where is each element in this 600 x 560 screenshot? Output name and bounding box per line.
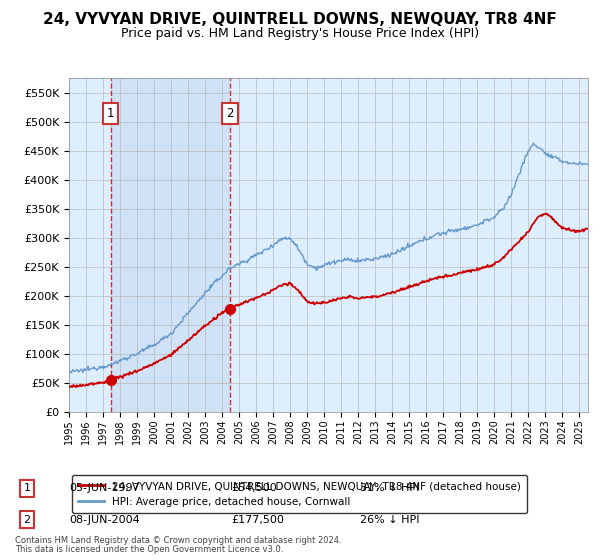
Text: Contains HM Land Registry data © Crown copyright and database right 2024.: Contains HM Land Registry data © Crown c… — [15, 536, 341, 545]
Text: 31% ↓ HPI: 31% ↓ HPI — [360, 483, 419, 493]
Text: 2: 2 — [226, 107, 233, 120]
Text: £54,500: £54,500 — [231, 483, 277, 493]
Bar — [110, 78, 230, 412]
Text: 1: 1 — [23, 483, 31, 493]
Text: 08-JUN-2004: 08-JUN-2004 — [69, 515, 140, 525]
Text: 2: 2 — [23, 515, 31, 525]
Text: 26% ↓ HPI: 26% ↓ HPI — [360, 515, 419, 525]
Text: Price paid vs. HM Land Registry's House Price Index (HPI): Price paid vs. HM Land Registry's House … — [121, 27, 479, 40]
Text: £177,500: £177,500 — [231, 515, 284, 525]
Legend: 24, VYVYAN DRIVE, QUINTRELL DOWNS, NEWQUAY, TR8 4NF (detached house), HPI: Avera: 24, VYVYAN DRIVE, QUINTRELL DOWNS, NEWQU… — [71, 475, 527, 514]
Text: 05-JUN-1997: 05-JUN-1997 — [69, 483, 140, 493]
Text: 24, VYVYAN DRIVE, QUINTRELL DOWNS, NEWQUAY, TR8 4NF: 24, VYVYAN DRIVE, QUINTRELL DOWNS, NEWQU… — [43, 12, 557, 27]
Text: This data is licensed under the Open Government Licence v3.0.: This data is licensed under the Open Gov… — [15, 545, 283, 554]
Text: 1: 1 — [107, 107, 114, 120]
